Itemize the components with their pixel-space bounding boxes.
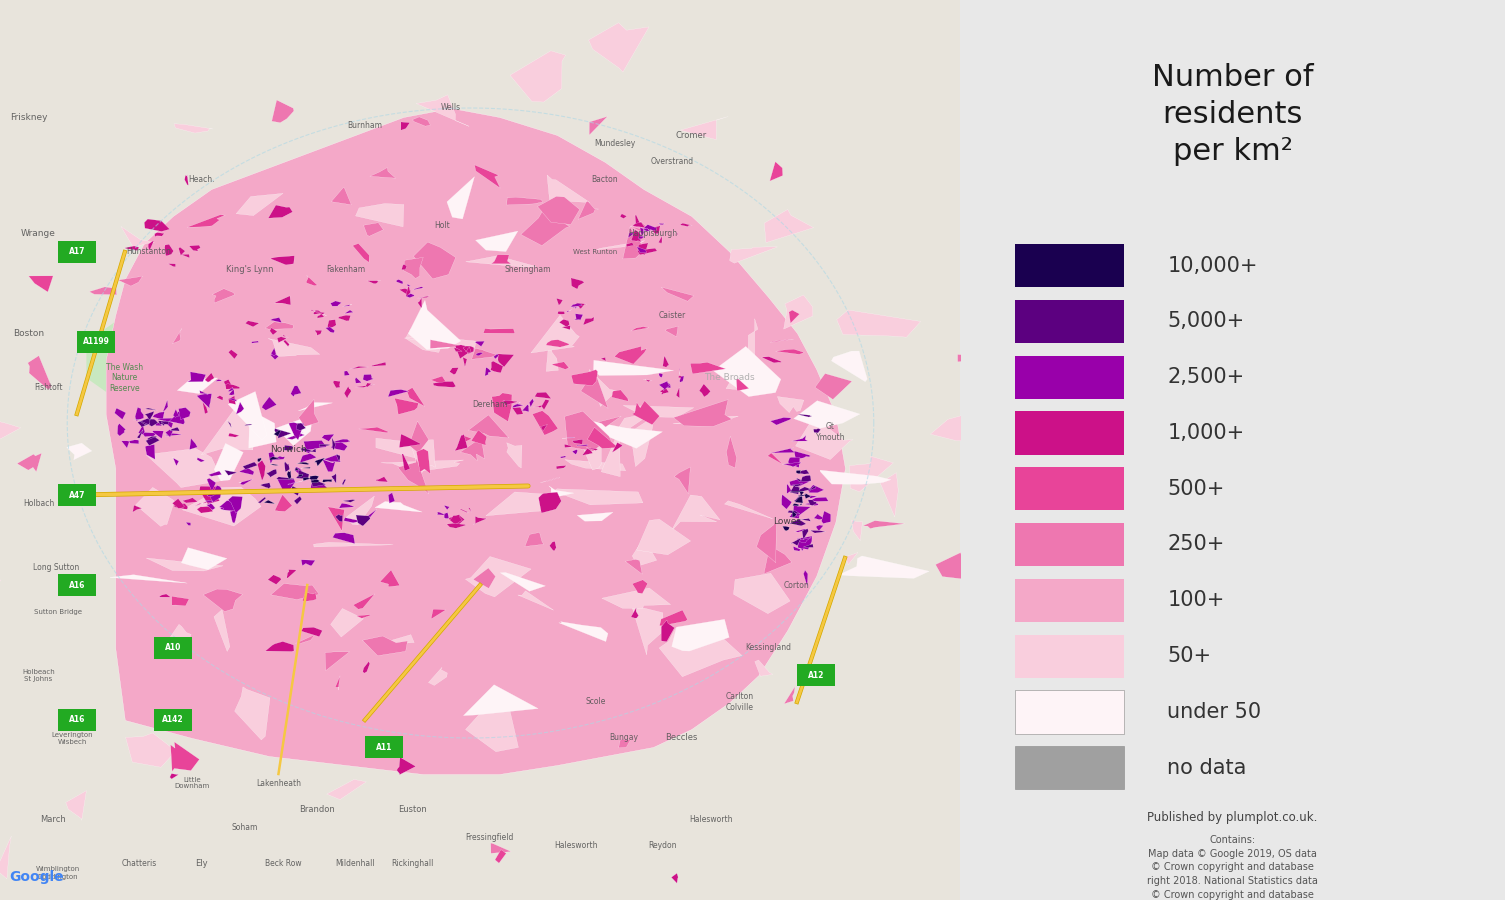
Text: Boston: Boston (14, 328, 44, 338)
FancyBboxPatch shape (77, 331, 116, 353)
Text: Mundesley: Mundesley (594, 140, 635, 148)
FancyBboxPatch shape (1014, 411, 1124, 454)
FancyBboxPatch shape (154, 709, 193, 731)
FancyBboxPatch shape (364, 736, 403, 758)
Text: Dereham: Dereham (473, 400, 507, 410)
Text: Halesworth: Halesworth (689, 814, 733, 824)
FancyBboxPatch shape (1014, 244, 1124, 287)
FancyBboxPatch shape (1014, 467, 1124, 510)
Text: Long Sutton: Long Sutton (33, 562, 78, 572)
Text: Fishtoft: Fishtoft (33, 382, 62, 392)
Text: Sutton Bridge: Sutton Bridge (33, 609, 81, 615)
Text: Wrange: Wrange (21, 230, 56, 238)
FancyBboxPatch shape (57, 709, 96, 731)
FancyBboxPatch shape (1014, 356, 1124, 399)
Text: Carlton
Colville: Carlton Colville (725, 692, 754, 712)
Text: Burnham: Burnham (348, 122, 382, 130)
Text: Happisburgh: Happisburgh (629, 230, 677, 238)
Text: 250+: 250+ (1168, 535, 1225, 554)
Text: Hunstanton: Hunstanton (126, 248, 172, 256)
Text: Halesworth: Halesworth (554, 842, 597, 850)
Text: Published by plumplot.co.uk.: Published by plumplot.co.uk. (1147, 811, 1318, 824)
Text: Norwich: Norwich (269, 446, 307, 454)
Text: West Runton: West Runton (573, 249, 617, 255)
Text: A16: A16 (69, 716, 84, 724)
Text: Ely: Ely (196, 860, 208, 868)
Text: Beccles: Beccles (665, 734, 698, 742)
FancyBboxPatch shape (1014, 523, 1124, 566)
Text: Number of
residents
per km²: Number of residents per km² (1151, 63, 1314, 166)
Text: A142: A142 (163, 716, 184, 724)
FancyBboxPatch shape (1014, 579, 1124, 622)
Text: Friskney: Friskney (11, 112, 48, 122)
Text: Leverington
Wisbech: Leverington Wisbech (51, 732, 93, 744)
Text: King's Lynn: King's Lynn (226, 266, 274, 274)
Text: March: March (41, 814, 66, 824)
Text: Overstrand: Overstrand (650, 158, 694, 166)
Text: Cromer: Cromer (676, 130, 707, 140)
FancyBboxPatch shape (798, 664, 835, 686)
Text: Holbeach
St Johns: Holbeach St Johns (23, 669, 54, 681)
Text: Lakenheath: Lakenheath (256, 778, 301, 788)
Text: Euston: Euston (399, 806, 427, 814)
Text: Fressingfield: Fressingfield (465, 832, 513, 842)
Text: Lowes: Lowes (774, 518, 801, 526)
Text: 50+: 50+ (1168, 646, 1212, 666)
Text: A47: A47 (69, 491, 86, 500)
FancyBboxPatch shape (154, 637, 193, 659)
Text: A1199: A1199 (83, 338, 110, 346)
Text: Fakenham: Fakenham (327, 266, 366, 274)
Text: Heach.: Heach. (188, 176, 215, 184)
Text: Holt: Holt (433, 220, 450, 230)
Text: Mildenhall: Mildenhall (336, 860, 375, 868)
Text: Google: Google (9, 870, 63, 885)
Text: Beck Row: Beck Row (265, 860, 301, 868)
Text: 500+: 500+ (1168, 479, 1225, 499)
Text: Corton: Corton (784, 580, 810, 590)
Text: A10: A10 (164, 644, 181, 652)
Text: under 50: under 50 (1168, 702, 1261, 722)
FancyBboxPatch shape (1014, 690, 1124, 734)
Text: A16: A16 (69, 580, 84, 590)
Text: Chatteris: Chatteris (122, 860, 157, 868)
Text: 100+: 100+ (1168, 590, 1225, 610)
Text: 2,500+: 2,500+ (1168, 367, 1245, 387)
Text: Scole: Scole (585, 698, 605, 706)
Text: The Wash
Nature
Reserve: The Wash Nature Reserve (107, 363, 143, 393)
Text: 5,000+: 5,000+ (1168, 311, 1245, 331)
FancyBboxPatch shape (57, 241, 96, 263)
Text: Contains:
Map data © Google 2019, OS data
© Crown copyright and database
right 2: Contains: Map data © Google 2019, OS dat… (1147, 835, 1318, 900)
Text: Caister: Caister (659, 310, 686, 320)
FancyBboxPatch shape (1014, 300, 1124, 343)
Text: Soham: Soham (232, 824, 257, 832)
Text: The Broads: The Broads (704, 374, 756, 382)
Text: Rickinghall: Rickinghall (391, 860, 433, 868)
Text: A17: A17 (69, 248, 86, 256)
FancyBboxPatch shape (57, 484, 96, 506)
Text: Holbach: Holbach (23, 500, 54, 508)
Text: Gt
Ymouth: Gt Ymouth (816, 422, 846, 442)
Text: Bacton: Bacton (591, 176, 619, 184)
FancyBboxPatch shape (1014, 746, 1124, 789)
Text: Reydon: Reydon (649, 842, 677, 850)
FancyBboxPatch shape (1014, 634, 1124, 678)
Text: Brandon: Brandon (299, 806, 334, 814)
Text: 10,000+: 10,000+ (1168, 256, 1258, 275)
Text: 1,000+: 1,000+ (1168, 423, 1245, 443)
Text: Wimblington
Doddington: Wimblington Doddington (36, 867, 80, 879)
Text: no data: no data (1168, 758, 1246, 778)
FancyBboxPatch shape (57, 574, 96, 596)
Text: Little
Downham: Little Downham (175, 777, 209, 789)
Text: Wells: Wells (441, 104, 462, 112)
Text: Sheringham: Sheringham (504, 266, 551, 274)
Text: Kessingland: Kessingland (745, 644, 792, 652)
Text: Bungay: Bungay (610, 734, 638, 742)
Text: A11: A11 (376, 742, 393, 752)
Text: A12: A12 (808, 670, 825, 680)
